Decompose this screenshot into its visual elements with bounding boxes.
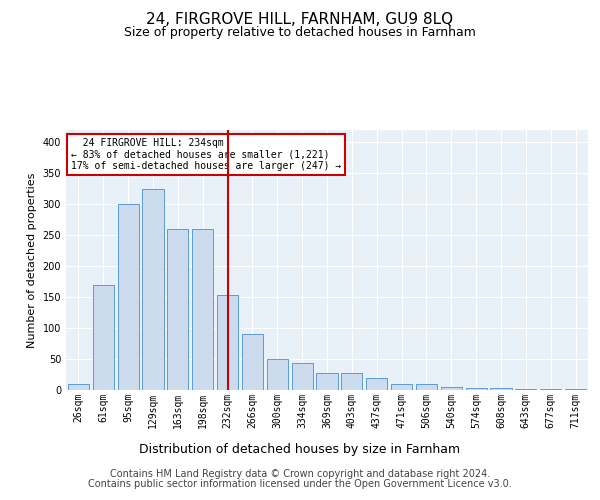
Bar	[267, 359, 288, 390]
Y-axis label: Number of detached properties: Number of detached properties	[27, 172, 37, 348]
Text: Contains public sector information licensed under the Open Government Licence v3: Contains public sector information licen…	[88, 479, 512, 489]
Bar	[441, 387, 462, 390]
Bar	[242, 334, 263, 390]
Text: Distribution of detached houses by size in Farnham: Distribution of detached houses by size …	[139, 442, 461, 456]
Bar	[341, 374, 362, 390]
Bar	[366, 378, 387, 390]
Bar	[292, 364, 313, 390]
Bar	[490, 388, 512, 390]
Text: 24 FIRGROVE HILL: 234sqm
← 83% of detached houses are smaller (1,221)
17% of sem: 24 FIRGROVE HILL: 234sqm ← 83% of detach…	[71, 138, 341, 171]
Bar	[466, 388, 487, 390]
Bar	[192, 229, 213, 390]
Bar	[217, 296, 238, 390]
Bar	[68, 384, 89, 390]
Bar	[515, 389, 536, 390]
Bar	[118, 204, 139, 390]
Bar	[565, 389, 586, 390]
Text: Contains HM Land Registry data © Crown copyright and database right 2024.: Contains HM Land Registry data © Crown c…	[110, 469, 490, 479]
Bar	[93, 285, 114, 390]
Bar	[167, 229, 188, 390]
Text: 24, FIRGROVE HILL, FARNHAM, GU9 8LQ: 24, FIRGROVE HILL, FARNHAM, GU9 8LQ	[146, 12, 454, 28]
Bar	[316, 374, 338, 390]
Bar	[391, 384, 412, 390]
Bar	[416, 384, 437, 390]
Bar	[142, 189, 164, 390]
Text: Size of property relative to detached houses in Farnham: Size of property relative to detached ho…	[124, 26, 476, 39]
Bar	[540, 389, 561, 390]
